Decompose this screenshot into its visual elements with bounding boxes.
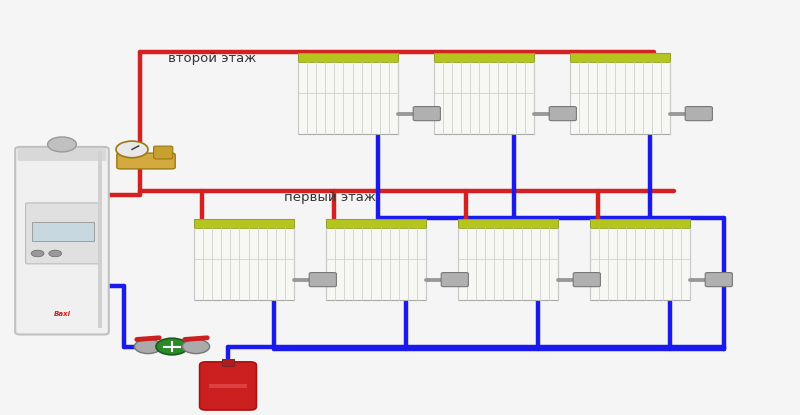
FancyBboxPatch shape [573, 273, 601, 287]
Circle shape [31, 250, 44, 257]
Circle shape [116, 141, 148, 158]
Bar [32, 222, 94, 241]
FancyBboxPatch shape [442, 273, 469, 287]
Bar [298, 53, 398, 62]
FancyBboxPatch shape [590, 219, 690, 300]
FancyBboxPatch shape [706, 273, 733, 287]
FancyBboxPatch shape [458, 219, 558, 300]
Text: первый этаж: первый этаж [284, 190, 376, 204]
FancyBboxPatch shape [194, 219, 294, 300]
Bar [222, 359, 234, 366]
FancyBboxPatch shape [154, 146, 173, 159]
Circle shape [182, 339, 210, 354]
FancyBboxPatch shape [685, 107, 713, 121]
FancyBboxPatch shape [199, 362, 256, 410]
Circle shape [49, 250, 62, 257]
Circle shape [48, 137, 77, 152]
FancyBboxPatch shape [570, 53, 670, 134]
Text: второй этаж: второй этаж [168, 51, 256, 65]
FancyBboxPatch shape [309, 273, 336, 287]
Bar [326, 219, 426, 228]
Bar [458, 219, 558, 228]
Bar [434, 53, 534, 62]
FancyBboxPatch shape [298, 53, 398, 134]
FancyBboxPatch shape [117, 153, 175, 169]
FancyBboxPatch shape [550, 107, 576, 121]
FancyBboxPatch shape [26, 203, 100, 264]
Text: Baxi: Baxi [54, 311, 70, 317]
Bar [98, 151, 102, 328]
FancyBboxPatch shape [413, 107, 440, 121]
FancyBboxPatch shape [15, 147, 109, 334]
Bar [209, 384, 246, 388]
Bar [570, 53, 670, 62]
Bar [590, 219, 690, 228]
FancyBboxPatch shape [18, 148, 106, 161]
FancyBboxPatch shape [326, 219, 426, 300]
Circle shape [134, 339, 162, 354]
Circle shape [156, 338, 188, 355]
FancyBboxPatch shape [434, 53, 534, 134]
Bar [194, 219, 294, 228]
